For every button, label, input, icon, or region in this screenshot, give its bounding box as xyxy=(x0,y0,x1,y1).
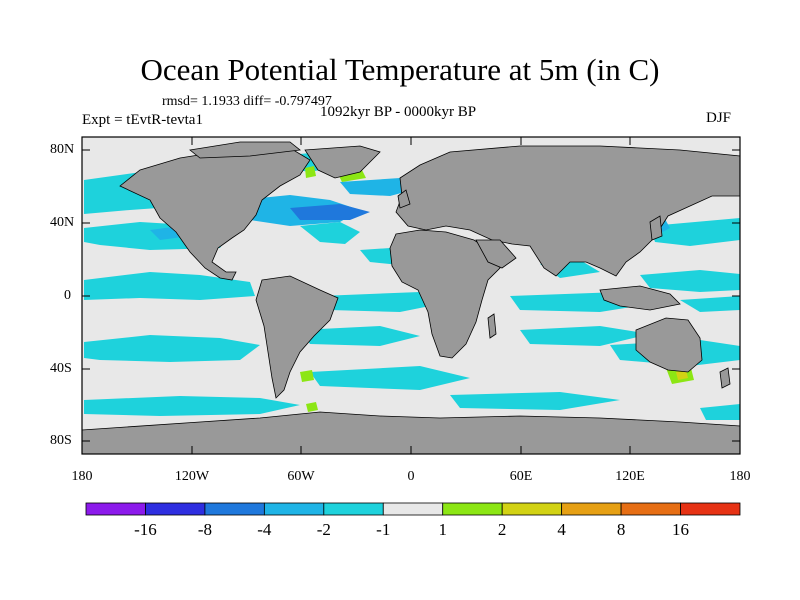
lon-label-180e: 180 xyxy=(729,469,751,484)
yellow-anomaly-regions xyxy=(676,370,688,380)
colorbar-box xyxy=(85,502,146,516)
colorbar-label: 4 xyxy=(557,520,566,539)
colorbar-label: 1 xyxy=(438,520,447,539)
eurasia xyxy=(395,145,741,277)
colorbar-label: 8 xyxy=(616,520,626,539)
africa xyxy=(389,229,501,359)
colorbar-label: -2 xyxy=(316,520,331,539)
lat-label-40n: 40N xyxy=(50,215,75,230)
greenland xyxy=(304,145,381,179)
new-zealand xyxy=(719,367,731,389)
latitude-ticks xyxy=(82,149,740,442)
lon-label-180w: 180 xyxy=(71,469,93,484)
map-title: Ocean Potential Temperature at 5m (in C) xyxy=(140,52,660,87)
north-america xyxy=(119,147,311,281)
lat-label-0: 0 xyxy=(64,288,71,303)
lon-label-120w: 120W xyxy=(174,469,210,484)
colorbar-box xyxy=(145,502,206,516)
australia xyxy=(635,317,703,373)
arabian-peninsula xyxy=(475,239,517,269)
continents xyxy=(81,141,741,455)
colorbar-box xyxy=(323,502,384,516)
colorbar-box xyxy=(561,502,622,516)
colorbar-box xyxy=(501,502,563,516)
japan xyxy=(649,215,663,241)
time-period-label: 1092kyr BP - 0000kyr BP xyxy=(320,104,477,120)
lon-label-60w: 60W xyxy=(287,469,315,484)
south-america xyxy=(255,275,339,399)
colorbar-box xyxy=(680,502,741,516)
colorbar-box xyxy=(204,502,265,516)
colorbar-box xyxy=(263,502,325,516)
maritime-southeast-asia xyxy=(599,285,681,311)
colorbar-box xyxy=(442,502,503,516)
lat-label-40s: 40S xyxy=(50,361,72,376)
lat-label-80n: 80N xyxy=(50,142,75,157)
colorbar-label: 16 xyxy=(672,520,690,539)
experiment-label: Expt = tEvtR-tevta1 xyxy=(82,112,203,128)
colorbar-box xyxy=(620,502,681,516)
season-label: DJF xyxy=(706,110,732,126)
lon-label-120e: 120E xyxy=(615,469,645,484)
lon-label-0: 0 xyxy=(407,469,415,484)
arctic-islands xyxy=(189,141,301,159)
british-isles xyxy=(397,189,411,209)
rmsd-diff-stats: rmsd= 1.1933 diff= -0.797497 xyxy=(162,94,332,109)
colorbar-label: -1 xyxy=(376,520,391,539)
colorbar-label: -4 xyxy=(257,520,272,539)
colorbar-label: 2 xyxy=(497,520,507,539)
colorbar-box xyxy=(382,502,444,516)
colorbar-label: -8 xyxy=(197,520,212,539)
colorbar-label: -16 xyxy=(134,520,157,539)
longitude-ticks xyxy=(81,137,741,454)
lon-label-60e: 60E xyxy=(509,469,533,484)
madagascar xyxy=(487,313,497,339)
lat-label-80s: 80S xyxy=(50,433,72,448)
